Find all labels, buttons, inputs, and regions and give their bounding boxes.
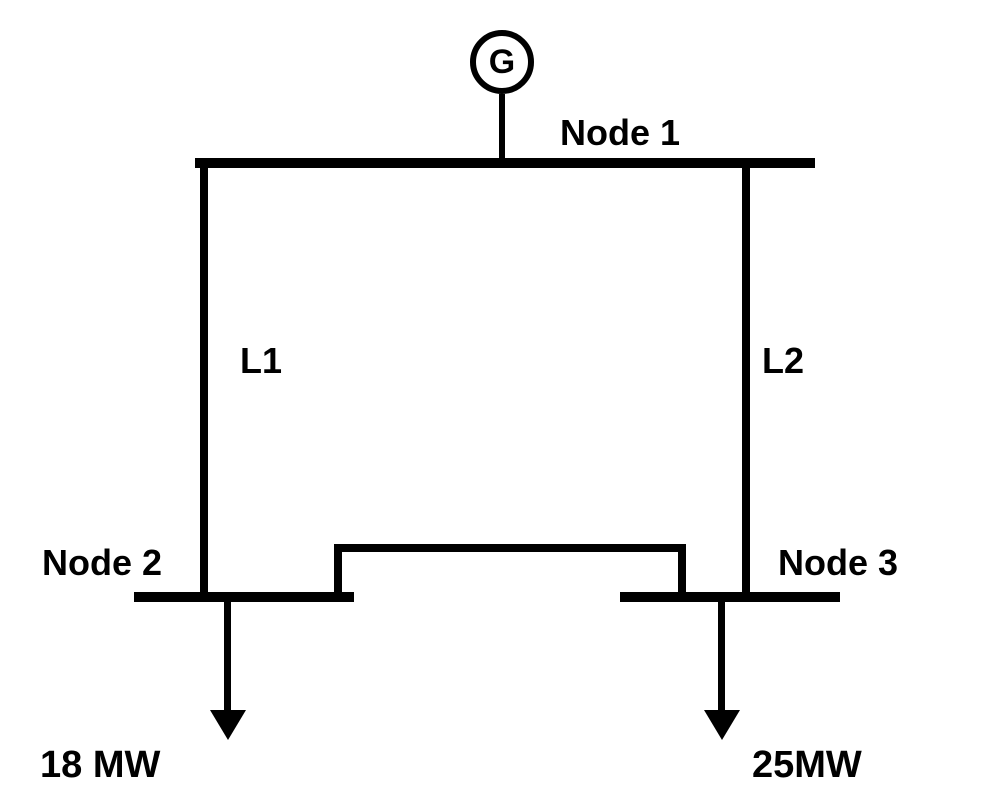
line-L2-label: L2 (762, 340, 804, 382)
line-L1-label: L1 (240, 340, 282, 382)
node3-bus (620, 592, 840, 602)
load-arrow-right-shaft (718, 602, 725, 712)
load-arrow-left-shaft (224, 602, 231, 712)
node2-label: Node 2 (42, 542, 162, 584)
node1-bus (195, 158, 815, 168)
node3-label: Node 3 (778, 542, 898, 584)
power-network-diagram: G Node 1 L1 L2 Node 2 Node 3 18 MW 25MW (0, 0, 982, 811)
generator-label: G (489, 43, 515, 82)
load-right-label: 25MW (752, 744, 862, 787)
load-left-label: 18 MW (40, 744, 160, 787)
generator-stem (499, 94, 505, 158)
load-arrow-right-head (704, 710, 740, 740)
load-arrow-left-head (210, 710, 246, 740)
line-L2 (742, 168, 750, 600)
node1-label: Node 1 (560, 112, 680, 154)
connector-horizontal (334, 544, 686, 552)
line-L1 (200, 168, 208, 600)
generator-symbol: G (470, 30, 534, 94)
node2-bus (134, 592, 354, 602)
